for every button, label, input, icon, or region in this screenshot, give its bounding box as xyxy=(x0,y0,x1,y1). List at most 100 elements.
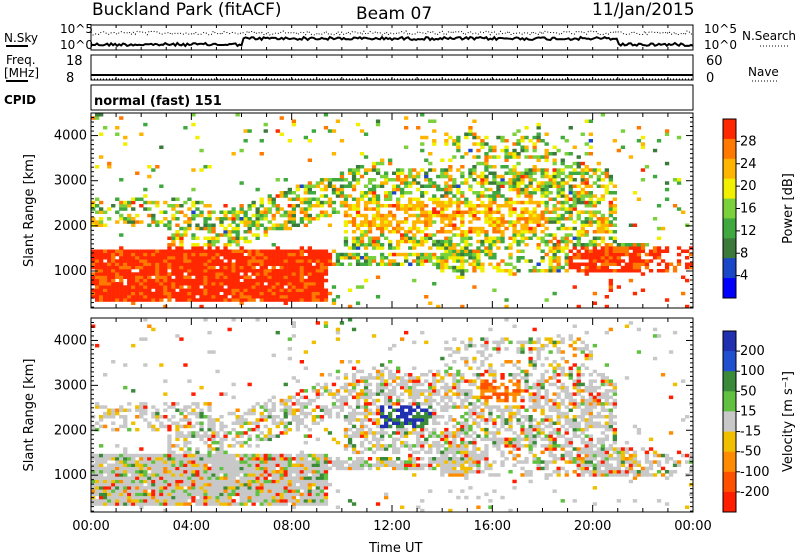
data-cell xyxy=(656,269,662,273)
data-cell xyxy=(311,129,316,133)
data-cell xyxy=(468,132,473,136)
data-cell xyxy=(608,285,613,289)
data-cell xyxy=(359,466,365,471)
data-cell xyxy=(404,233,409,237)
data-cell xyxy=(159,278,164,283)
data-cell xyxy=(392,392,397,396)
data-cell xyxy=(207,288,212,292)
data-cell xyxy=(127,213,132,218)
data-cell xyxy=(199,168,204,172)
data-cell xyxy=(235,473,240,477)
data-cell xyxy=(207,249,212,253)
data-cell xyxy=(207,252,212,257)
data-cell xyxy=(211,447,216,451)
data-cell xyxy=(388,220,393,224)
data-cell xyxy=(139,505,144,509)
data-cell xyxy=(239,424,244,429)
data-cell xyxy=(612,223,617,227)
data-cell xyxy=(307,220,312,224)
data-cell xyxy=(151,453,156,458)
data-cell xyxy=(564,236,569,240)
data-cell xyxy=(135,275,140,279)
data-cell xyxy=(412,382,417,387)
data-cell xyxy=(440,259,445,263)
data-cell xyxy=(584,230,589,234)
data-cell xyxy=(540,200,545,205)
data-cell xyxy=(287,204,292,208)
data-cell xyxy=(175,249,180,253)
data-cell xyxy=(484,252,489,257)
data-cell xyxy=(532,230,537,234)
data-cell xyxy=(371,194,377,198)
data-cell xyxy=(392,379,397,383)
data-cell xyxy=(279,265,284,270)
data-cell xyxy=(191,392,196,396)
data-cell xyxy=(616,148,621,153)
data-cell xyxy=(576,265,581,270)
data-cell xyxy=(231,288,236,292)
data-cell xyxy=(685,249,690,253)
data-cell xyxy=(436,174,441,179)
data-cell xyxy=(239,476,244,480)
data-cell xyxy=(416,171,421,175)
data-cell xyxy=(195,243,200,247)
data-cell xyxy=(335,466,341,471)
data-cell xyxy=(307,463,312,467)
data-cell xyxy=(311,256,316,260)
data-cell xyxy=(323,194,329,198)
data-cell xyxy=(203,256,208,260)
data-cell xyxy=(420,210,425,214)
data-cell xyxy=(416,256,421,260)
data-cell xyxy=(380,376,385,380)
data-cell xyxy=(135,220,140,224)
data-cell xyxy=(263,499,268,503)
data-cell xyxy=(215,233,220,237)
data-cell xyxy=(243,269,248,273)
data-cell xyxy=(159,184,164,188)
data-cell xyxy=(287,262,292,266)
data-cell xyxy=(355,434,361,438)
data-cell xyxy=(681,275,686,279)
data-cell xyxy=(155,492,160,497)
data-cell xyxy=(227,470,232,474)
data-cell xyxy=(604,243,609,247)
data-cell xyxy=(227,249,232,253)
data-cell xyxy=(448,200,453,205)
data-cell xyxy=(239,431,244,435)
data-cell xyxy=(287,210,292,214)
data-cell xyxy=(588,265,593,270)
data-cell xyxy=(359,220,365,224)
data-cell xyxy=(500,139,505,143)
data-cell xyxy=(159,486,164,490)
data-cell xyxy=(291,499,296,503)
data-cell xyxy=(384,223,389,227)
data-cell xyxy=(520,207,525,211)
data-cell xyxy=(183,453,188,458)
data-cell xyxy=(359,213,365,218)
data-cell xyxy=(544,148,549,153)
data-cell xyxy=(279,492,284,497)
data-cell xyxy=(283,398,288,403)
data-cell xyxy=(432,184,437,188)
data-cell xyxy=(380,174,385,179)
data-cell xyxy=(235,278,240,283)
data-cell xyxy=(412,379,417,383)
data-cell xyxy=(95,298,100,302)
data-cell xyxy=(532,233,537,237)
data-cell xyxy=(255,427,260,432)
data-cell xyxy=(287,405,292,409)
data-cell xyxy=(404,181,409,185)
data-cell xyxy=(99,223,104,227)
data-cell xyxy=(323,470,329,474)
data-cell xyxy=(95,470,100,474)
data-cell xyxy=(131,272,136,276)
data-cell xyxy=(311,473,316,477)
data-cell xyxy=(323,187,329,192)
data-cell xyxy=(223,470,228,474)
data-cell xyxy=(375,389,381,393)
data-cell xyxy=(115,427,120,432)
data-cell xyxy=(556,262,561,266)
data-cell xyxy=(303,191,308,195)
data-cell xyxy=(480,249,485,253)
data-cell xyxy=(283,482,288,487)
